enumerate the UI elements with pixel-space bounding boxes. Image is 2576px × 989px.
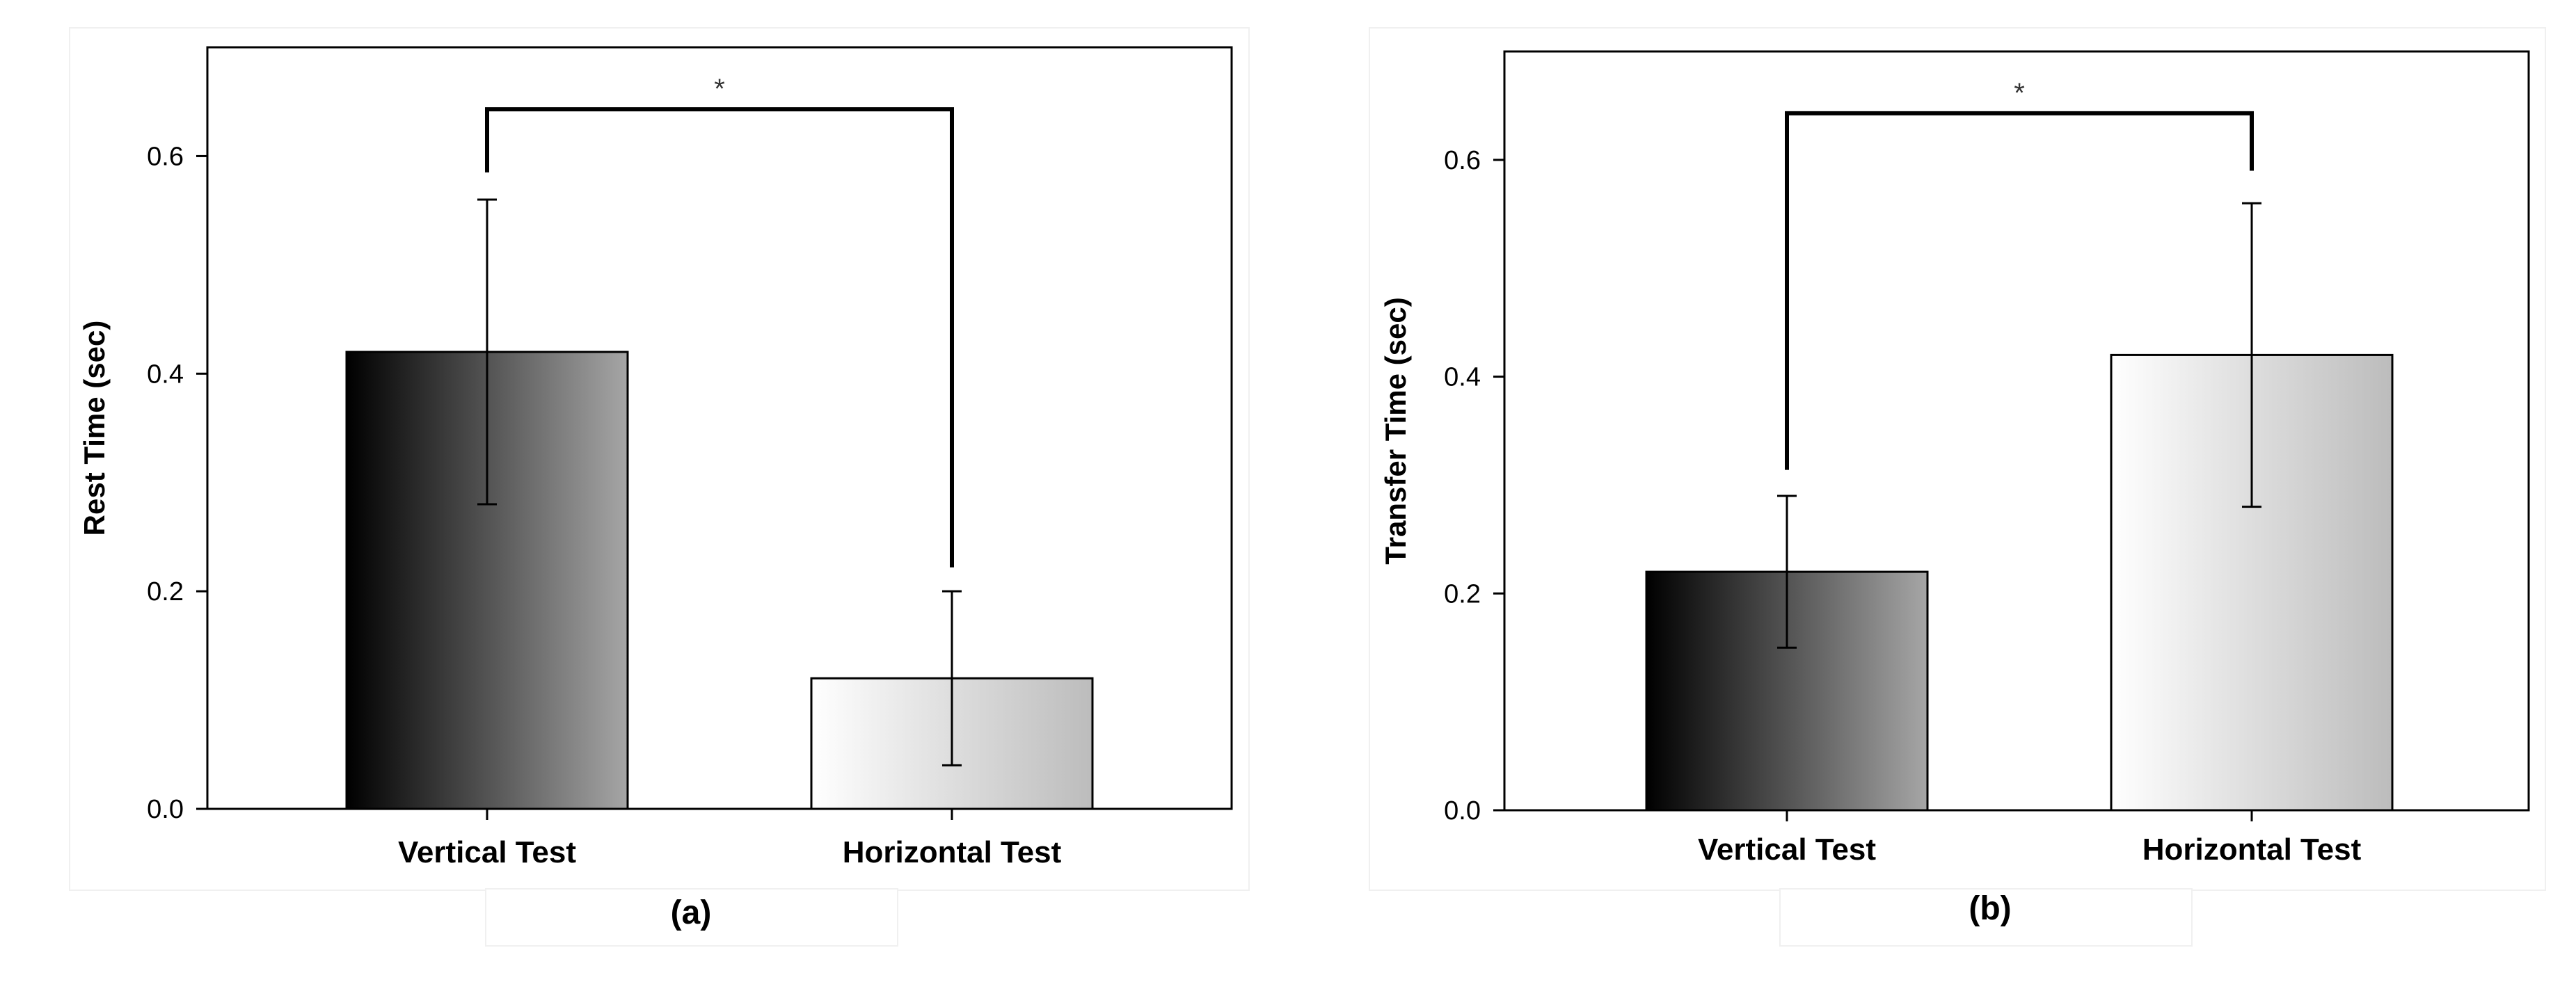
significance-bracket [1785, 111, 2254, 470]
panel-label: (b) [1969, 890, 2011, 927]
y-tick-label: 0.0 [147, 795, 184, 824]
y-tick-label: 0.2 [1444, 579, 1481, 609]
panel-label-box [485, 888, 898, 947]
significance-marker: * [714, 74, 725, 104]
significance-bracket [485, 107, 954, 568]
y-tick-label: 0.4 [1444, 363, 1481, 392]
x-category-label: Vertical Test [1698, 833, 1876, 867]
significance-marker: * [2014, 78, 2025, 108]
y-tick-label: 0.4 [147, 360, 184, 389]
y-tick-label: 0.6 [1444, 146, 1481, 175]
y-axis-label: Transfer Time (sec) [1379, 297, 1412, 564]
panel-label-box [1779, 888, 2193, 947]
plot-area [1503, 50, 2530, 812]
x-category-label: Horizontal Test [2142, 833, 2362, 867]
chart-panel-a: 0.0 0.2 0.4 0.6 Rest Time (sec) Vertical Test… [69, 27, 1250, 947]
y-tick-label: 0.0 [1444, 796, 1481, 826]
y-axis-label: Rest Time (sec) [78, 321, 111, 536]
chart-panel-b: 0.0 0.2 0.4 0.6 Transfer Time (sec) Vertical … [1369, 27, 2546, 947]
plot-area [206, 46, 1233, 810]
y-tick-label: 0.2 [147, 577, 184, 606]
y-tick-label: 0.6 [147, 142, 184, 171]
panel-label: (a) [671, 894, 712, 931]
x-category-label: Horizontal Test [843, 835, 1062, 869]
x-category-label: Vertical Test [398, 835, 576, 869]
